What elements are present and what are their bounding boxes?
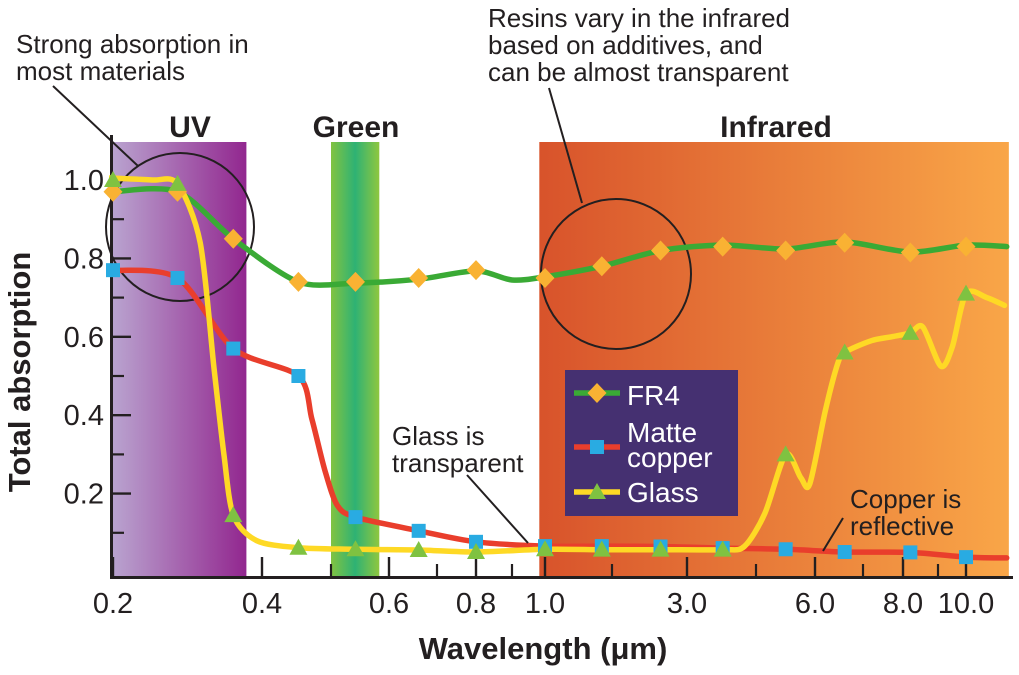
x-tick-label: 6.0: [795, 588, 835, 620]
legend-label-copper: copper: [627, 442, 713, 473]
glass-triangle-marker: [467, 543, 485, 560]
glass-triangle-marker: [104, 171, 122, 187]
glass-triangle-marker: [713, 540, 732, 557]
legend-matte-copper-marker-icon: [590, 440, 604, 454]
annotation-glass-line1: Glass is: [392, 421, 484, 451]
matte-copper-square-marker: [348, 510, 363, 525]
annotation-leader-lines: [52, 85, 844, 552]
matte-copper-square-marker: [170, 271, 185, 285]
axes: 0.2 0.4 0.6 0.8 1.0 3.0 6.0 8.0 10.0 1.0 0.8 0.6 0.4…: [64, 135, 1013, 620]
x-tick-label: 8.0: [883, 588, 923, 620]
glass-triangle-marker: [901, 323, 920, 340]
glass-triangle-marker: [224, 506, 243, 523]
x-tick-label: 0.8: [456, 588, 496, 620]
resins-vary-leader-line: [548, 87, 583, 204]
x-axis-title: Wavelength (μm): [419, 631, 668, 666]
glass-triangle-marker: [651, 540, 670, 557]
x-tick-label: 0.2: [93, 588, 133, 620]
annotation-strong-absorption-line1: Strong absorption in: [16, 29, 249, 59]
fr4-diamond-marker: [776, 240, 796, 261]
glass-triangle-marker: [346, 540, 365, 557]
y-tick-label: 0.8: [64, 243, 104, 275]
x-tick-label: 1.0: [525, 588, 565, 620]
glass-triangle-marker: [536, 540, 554, 557]
glass-triangle-marker: [409, 541, 428, 558]
fr4-diamond-marker: [288, 271, 308, 292]
fr4-diamond-marker: [535, 268, 555, 288]
annotation-resins-line3: can be almost transparent: [488, 57, 789, 87]
glass-triangle-marker: [168, 174, 187, 191]
band-labels: UV Green Infrared: [169, 111, 832, 144]
spectral-bands: [113, 142, 1009, 578]
legend-label-fr4: FR4: [627, 380, 680, 411]
matte-copper-square-marker: [903, 545, 918, 560]
copper-reflective-leader-line: [822, 517, 844, 552]
annotation-copper-line2: reflective: [850, 511, 954, 541]
x-tick-label: 3.0: [667, 588, 707, 620]
annotation-copper-line1: Copper is: [850, 484, 961, 514]
annotation-resins-line1: Resins vary in the infrared: [488, 3, 790, 33]
green-band-label: Green: [313, 111, 400, 144]
glass-triangle-marker: [776, 445, 795, 462]
legend-label-glass: Glass: [627, 477, 699, 508]
annotation-texts: Strong absorption in most materials Resi…: [16, 3, 961, 541]
glass-triangle-marker: [835, 343, 854, 360]
matte-copper-square-marker: [469, 534, 483, 549]
fr4-diamond-marker: [651, 240, 671, 261]
matte-copper-square-marker: [959, 550, 973, 565]
fr4-diamond-marker: [592, 256, 612, 277]
legend-swatches: [574, 383, 620, 499]
fr4-diamond-marker: [713, 236, 733, 257]
matte-copper-square-marker: [291, 369, 306, 383]
y-axis-title: Total absorption: [2, 252, 37, 493]
glass-triangle-marker: [289, 538, 308, 555]
x-tick-label: 0.6: [369, 588, 409, 620]
infrared-band-label: Infrared: [720, 111, 832, 144]
annotation-strong-absorption-line2: most materials: [16, 56, 185, 86]
matte-copper-square-marker: [226, 341, 241, 356]
x-tick-label: 10.0: [938, 588, 994, 620]
x-tick-label: 0.4: [242, 588, 282, 620]
fr4-diamond-marker: [345, 271, 365, 292]
annotation-glass-line2: transparent: [392, 448, 524, 478]
fr4-diamond-marker: [835, 232, 855, 253]
uv-band: [113, 142, 247, 578]
y-tick-label: 0.6: [64, 322, 104, 354]
glass-transparent-leader-line: [466, 474, 529, 544]
y-tick-label: 0.4: [64, 400, 104, 432]
series-markers: [103, 171, 976, 565]
fr4-diamond-marker: [956, 236, 976, 257]
y-tick-label: 1.0: [64, 165, 104, 197]
glass-curve: [109, 175, 1008, 555]
strong-absorption-circle: [105, 152, 255, 302]
fr4-diamond-marker: [409, 268, 429, 288]
matte-copper-square-marker: [837, 545, 852, 560]
fr4-diamond-marker: [223, 228, 243, 249]
y-tick-label: 0.2: [64, 479, 104, 511]
matte-copper-square-marker: [106, 263, 120, 278]
legend-fr4-marker-icon: [587, 383, 607, 403]
annotation-resins-line2: based on additives, and: [488, 30, 763, 60]
matte-copper-square-marker: [778, 542, 793, 557]
fr4-diamond-marker: [900, 242, 920, 263]
glass-triangle-marker: [957, 284, 975, 301]
uv-band-label: UV: [169, 111, 211, 144]
matte-copper-square-marker: [411, 523, 426, 538]
glass-triangle-marker: [592, 540, 611, 557]
strong-absorption-leader-line: [52, 85, 139, 167]
legend-label-matte: Matte: [627, 417, 697, 448]
legend: FR4 Matte copper Glass: [565, 370, 738, 516]
legend-glass-marker-icon: [588, 483, 606, 499]
fr4-diamond-marker: [466, 260, 486, 281]
